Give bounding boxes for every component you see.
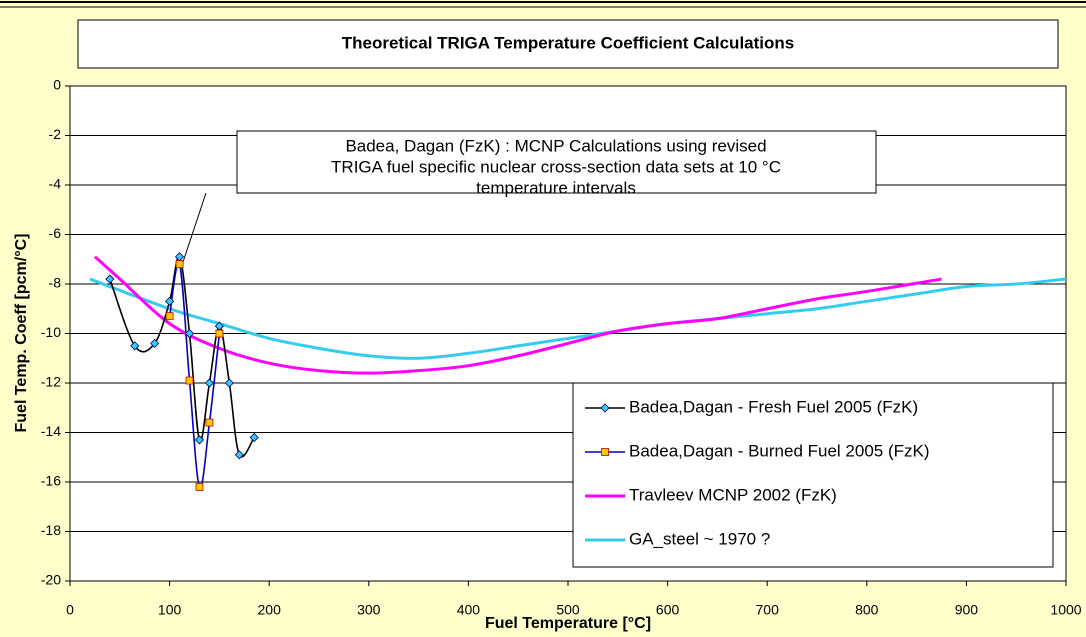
- x-tick-label: 700: [756, 602, 780, 618]
- x-tick-label: 600: [656, 602, 680, 618]
- legend-label: GA_steel ~ 1970 ?: [629, 529, 770, 548]
- y-tick-label: 0: [53, 77, 61, 93]
- x-tick-label: 200: [258, 602, 282, 618]
- marker: [195, 483, 204, 491]
- marker: [165, 312, 174, 321]
- y-tick-label: -18: [41, 522, 61, 538]
- title-box: [77, 19, 1059, 69]
- x-tick-label: 1000: [1050, 602, 1081, 618]
- legend-marker: [600, 403, 610, 413]
- annotation: Badea, Dagan (FzK) : MCNP Calculations u…: [345, 136, 766, 155]
- y-tick-label: -4: [49, 176, 62, 192]
- x-tick-label: 500: [556, 602, 580, 618]
- marker: [194, 435, 205, 445]
- x-tick-label: 900: [955, 602, 979, 618]
- x-tick-label: 800: [855, 602, 879, 618]
- annotation: TRIGA fuel specific nuclear cross-sectio…: [331, 157, 781, 176]
- callout-line: [182, 192, 207, 263]
- marker: [215, 329, 224, 338]
- y-tick-label: -8: [49, 275, 62, 291]
- marker: [105, 274, 115, 284]
- marker: [234, 450, 244, 460]
- y-tick-label: -14: [41, 423, 61, 439]
- legend-label: Badea,Dagan - Fresh Fuel 2005 (FzK): [629, 397, 918, 416]
- y-axis-title: Fuel Temp. Coeff [pcm/°C]: [13, 234, 30, 433]
- x-tick-label: 400: [457, 602, 481, 618]
- marker: [184, 328, 195, 339]
- marker: [224, 378, 234, 388]
- marker: [130, 341, 140, 351]
- x-tick-label: 100: [158, 602, 182, 618]
- marker: [165, 296, 175, 306]
- y-tick-label: -2: [49, 126, 62, 142]
- annotation: temperature intervals: [476, 178, 636, 197]
- legend-marker: [601, 448, 609, 456]
- chart-title: Theoretical TRIGA Temperature Coefficien…: [342, 33, 794, 52]
- y-tick-label: -10: [41, 324, 61, 340]
- y-tick-label: -12: [41, 374, 61, 390]
- marker: [205, 418, 214, 427]
- marker: [150, 338, 160, 348]
- x-tick-label: 0: [66, 602, 74, 618]
- series-line: [89, 277, 1067, 360]
- marker: [204, 378, 215, 388]
- legend-label: Badea,Dagan - Burned Fuel 2005 (FzK): [629, 441, 930, 460]
- legend-box: [572, 382, 1054, 568]
- x-tick-label: 300: [357, 602, 381, 618]
- x-axis-title: Fuel Temperature [°C]: [485, 615, 651, 632]
- annotation-box: [236, 130, 877, 194]
- y-tick-label: -6: [49, 225, 62, 241]
- legend-label: Travleev MCNP 2002 (FzK): [629, 485, 837, 504]
- marker: [185, 376, 194, 385]
- series-line: [93, 255, 942, 375]
- y-tick-label: -20: [41, 572, 61, 588]
- marker: [175, 260, 184, 269]
- y-tick-label: -16: [41, 473, 61, 489]
- marker: [249, 432, 259, 443]
